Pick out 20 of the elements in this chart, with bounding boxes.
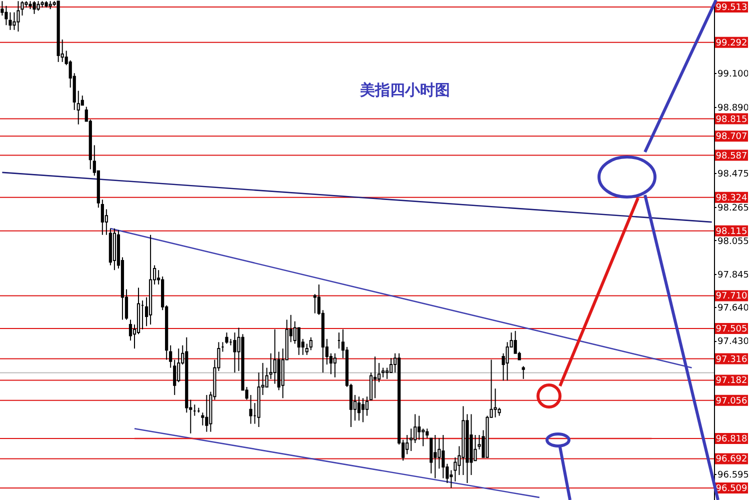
ref-line-label: 96.818 [716,434,748,445]
ref-line-label: 98.324 [716,193,748,204]
y-tick-label: 98.055 [718,236,749,247]
text: 美指四小时图 [359,81,450,99]
ref-line-label: 98.587 [716,151,748,162]
ref-line-label: 97.505 [716,324,748,335]
ref-line-label: 99.513 [716,3,748,14]
ref-line-label: 96.692 [716,454,748,465]
y-tick-label: 98.475 [718,170,749,180]
ref-line-label: 97.182 [716,376,748,386]
y-tick-label: 96.595 [718,470,749,481]
ref-line-label: 99.292 [716,38,748,48]
ref-line-label: 97.710 [716,292,748,302]
y-tick-label: 98.265 [718,203,749,214]
ref-line-label: 97.316 [716,354,748,365]
ref-line-label: 98.707 [716,132,748,142]
y-tick-label: 97.845 [718,270,749,281]
ref-line-label: 98.115 [716,226,748,237]
ref-line-label: 97.056 [716,396,748,406]
ref-line-label: 98.815 [716,114,748,125]
